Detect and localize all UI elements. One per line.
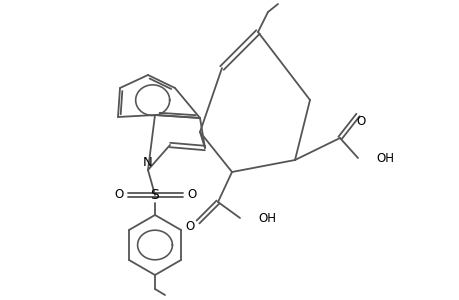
Text: OH: OH [257,212,275,224]
Text: O: O [187,188,196,202]
Text: O: O [114,188,123,202]
Text: N: N [143,155,152,169]
Text: OH: OH [375,152,393,164]
Text: S: S [150,188,159,202]
Text: O: O [356,115,365,128]
Text: O: O [185,220,194,232]
